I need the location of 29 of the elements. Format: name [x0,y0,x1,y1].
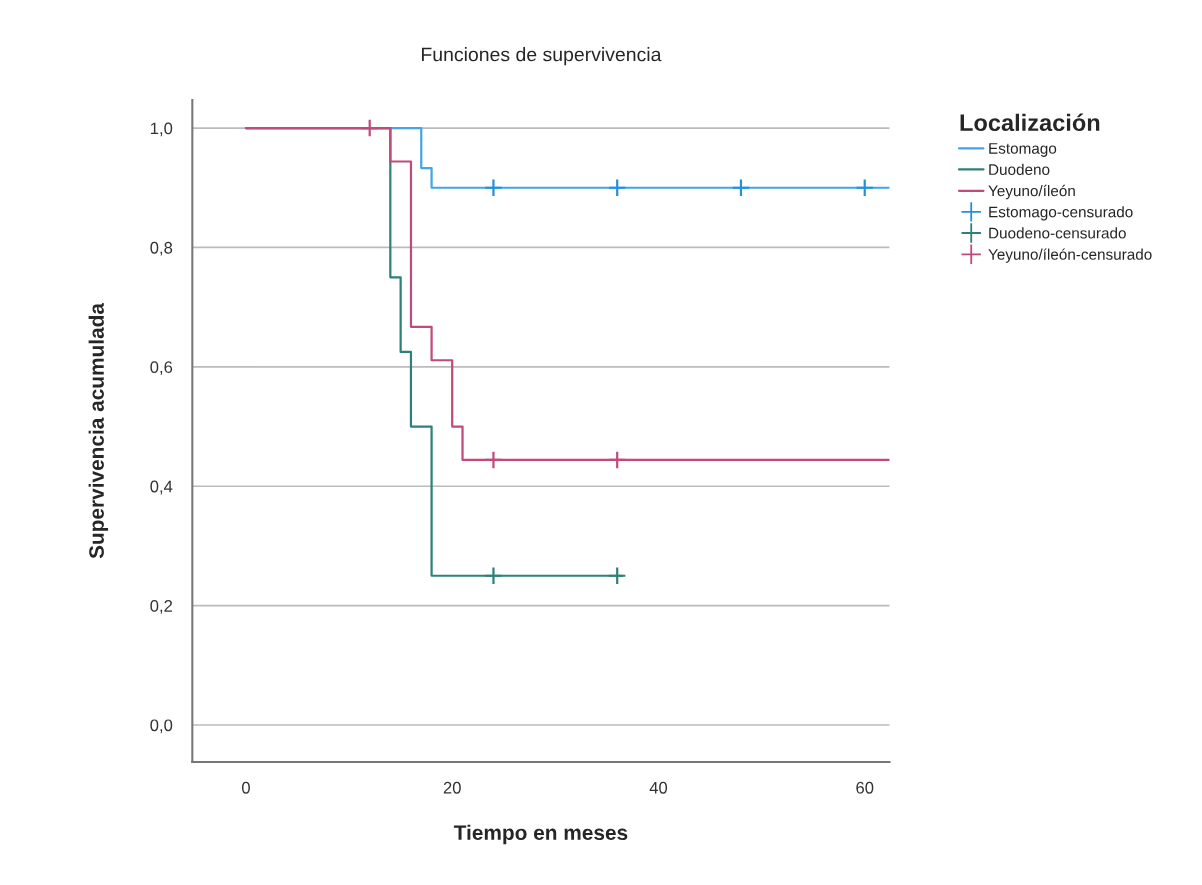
point [484,178,503,198]
legend-label: Duodeno-censurado [989,227,1126,239]
legend-label: Estomago-censurado [989,206,1133,221]
legend-label: Yeyuno/íleón-censurado [988,248,1152,263]
legend-label: Duodeno [989,163,1050,175]
x-tick-label: 60 [856,781,874,794]
chart-title: Funciones de supervivencia [421,47,662,66]
point [607,566,627,586]
y-tick-label: 0,2 [150,599,173,614]
legend-label: Estomago [989,143,1057,157]
legend-title: Localización [960,113,1100,132]
x-tick-label: 0 [241,781,250,794]
y-axis-title: Supervivencia acumulada [88,302,109,559]
x-axis-title: Tiempo en meses [453,824,628,845]
y-tick-label: 0,6 [150,361,173,375]
y-tick-label: 0,8 [150,241,173,256]
point [360,118,380,138]
y-tick-label: 0,0 [150,719,173,734]
point [607,450,627,470]
point [731,178,751,198]
point [484,450,503,470]
y-tick-label: 0,4 [150,480,173,495]
y-tick-label: 1,0 [150,122,173,137]
x-tick-label: 40 [649,781,668,794]
point [484,566,503,586]
x-tick-label: 20 [443,781,461,794]
point [855,178,875,198]
legend-label: Yeyuno/íleón [988,184,1075,200]
point [607,178,627,198]
